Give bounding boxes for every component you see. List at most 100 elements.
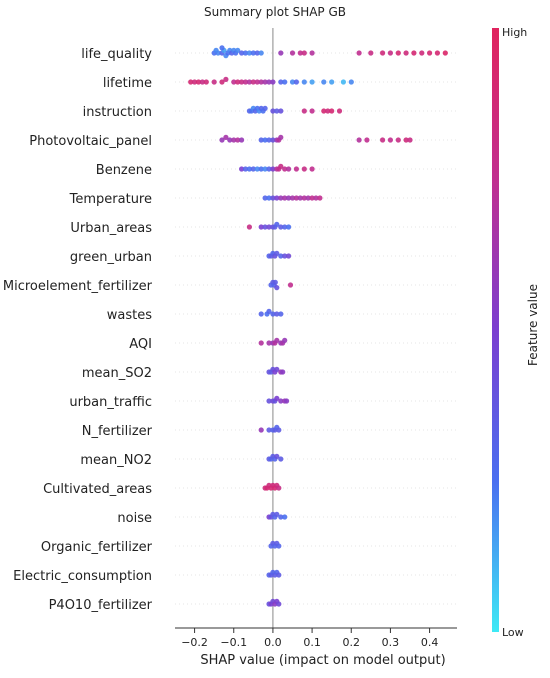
shap-dot: [284, 398, 290, 404]
shap-dot: [250, 50, 256, 56]
shap-dot: [276, 572, 282, 578]
shap-dot: [266, 195, 272, 201]
feature-label: Photovoltaic_panel: [29, 134, 152, 149]
shap-dot: [340, 79, 346, 85]
feature-label: green_urban: [70, 250, 152, 265]
shap-dot: [258, 166, 264, 172]
shap-dot: [258, 50, 264, 56]
x-tick-label: 0.2: [343, 636, 361, 649]
colorbar-high-label: High: [502, 26, 527, 39]
shap-dot: [309, 195, 315, 201]
shap-dot: [274, 195, 280, 201]
shap-dot: [213, 47, 219, 54]
shap-dot: [246, 79, 252, 85]
shap-dot: [301, 108, 307, 114]
shap-dot: [301, 195, 307, 201]
shap-dot: [266, 427, 272, 433]
shap-dot: [242, 50, 249, 56]
shap-dot: [254, 79, 260, 85]
shap-dot: [262, 105, 268, 111]
shap-dot: [274, 311, 280, 317]
shap-dot: [407, 137, 413, 143]
shap-dot: [395, 50, 401, 56]
shap-dot: [280, 369, 286, 375]
shap-dot: [278, 311, 284, 317]
feature-label: noise: [117, 511, 152, 526]
shap-dot: [274, 250, 280, 256]
shap-dot: [219, 79, 225, 85]
feature-label: mean_NO2: [80, 453, 152, 468]
shap-dot: [266, 166, 272, 172]
feature-label: AQI: [129, 337, 152, 352]
shap-dot: [254, 50, 260, 56]
feature-label: Temperature: [69, 192, 152, 207]
feature-label: N_fertilizer: [82, 424, 153, 439]
shap-dot: [258, 137, 264, 143]
shap-dot: [195, 79, 202, 85]
shap-dot: [282, 79, 288, 85]
shap-dot: [246, 224, 252, 230]
shap-dot: [223, 76, 229, 82]
shap-dot: [325, 108, 331, 114]
colorbar: [492, 28, 499, 632]
shap-dot: [266, 340, 272, 346]
shap-dot: [313, 195, 319, 201]
shap-dot: [274, 285, 280, 291]
shap-dot: [270, 79, 276, 85]
shap-dot: [293, 166, 299, 172]
shap-dot: [305, 195, 311, 201]
x-axis-ticks: −0.2 −0.1 0.0 0.1 0.2 0.3 0.4: [181, 628, 438, 649]
shap-dot: [282, 253, 288, 259]
shap-dot: [266, 137, 272, 143]
shap-dot: [274, 221, 280, 227]
feature-label: life_quality: [81, 47, 152, 62]
shap-dot: [231, 79, 237, 85]
shap-dot: [266, 398, 272, 404]
x-tick-label: −0.2: [181, 636, 208, 649]
shap-dot: [289, 50, 296, 56]
shap-dot: [301, 79, 307, 85]
shap-dot: [380, 50, 386, 56]
feature-label: Cultivated_areas: [43, 482, 152, 497]
shap-dot: [262, 79, 268, 85]
shap-dot: [278, 79, 284, 85]
shap-dot: [223, 134, 229, 140]
shap-dot: [278, 514, 284, 520]
shap-dot: [286, 224, 292, 230]
feature-label: mean_SO2: [82, 366, 152, 381]
shap-dot: [395, 137, 401, 143]
shap-dot: [282, 337, 288, 343]
shap-dot: [270, 195, 276, 201]
x-tick-label: −0.1: [220, 636, 247, 649]
x-tick-label: 0.1: [303, 636, 321, 649]
shap-dot: [274, 453, 280, 459]
shap-dot: [387, 137, 393, 143]
shap-dot: [427, 50, 433, 56]
shap-dot: [270, 166, 276, 172]
shap-dot: [282, 166, 288, 172]
shap-dot: [278, 224, 284, 230]
shap-dot: [380, 137, 386, 143]
shap-dot: [309, 166, 315, 172]
shap-dot: [278, 108, 284, 114]
shap-dot: [274, 366, 280, 372]
shap-dot: [262, 224, 268, 230]
shap-dot: [348, 79, 354, 85]
x-axis-label: SHAP value (impact on model output): [200, 653, 445, 668]
shap-dot: [274, 337, 280, 343]
shap-dot: [250, 79, 256, 85]
shap-dot: [282, 224, 288, 230]
shap-dot: [235, 47, 241, 54]
colorbar-low-label: Low: [502, 626, 524, 639]
shap-dot: [301, 166, 307, 172]
shap-dot: [250, 166, 256, 172]
x-tick-label: 0.0: [264, 636, 282, 649]
shap-dot: [278, 163, 284, 169]
feature-label: Organic_fertilizer: [41, 540, 153, 555]
shap-dot: [231, 137, 237, 143]
shap-dot: [317, 195, 323, 201]
shap-dot: [403, 137, 409, 143]
feature-label: instruction: [83, 105, 152, 120]
chart-title: Summary plot SHAP GB: [204, 5, 346, 19]
